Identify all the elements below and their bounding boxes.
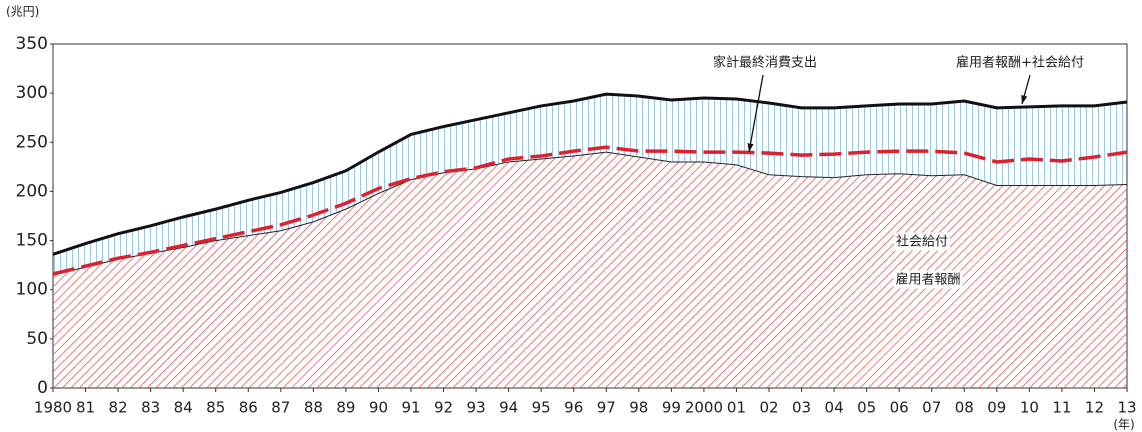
x-tick-label: 1980 <box>34 399 72 417</box>
x-tick-label: 83 <box>141 399 160 417</box>
y-tick-label: 200 <box>16 181 48 201</box>
arrow-head <box>1021 95 1028 104</box>
total-label: 雇用者報酬+社会給付 <box>956 55 1084 71</box>
x-tick-label: 10 <box>1020 399 1039 417</box>
area-compensation <box>53 152 1127 388</box>
x-tick-label: 03 <box>792 399 811 417</box>
x-tick-label: 90 <box>369 399 388 417</box>
y-tick-label: 100 <box>16 280 48 300</box>
x-tick-label: 09 <box>987 399 1006 417</box>
compensation-edge <box>52 151 1128 276</box>
x-tick-label: 81 <box>76 399 95 417</box>
x-tick-label: 98 <box>629 399 648 417</box>
x-tick-label: 87 <box>271 399 290 417</box>
x-tick-label: 94 <box>499 399 518 417</box>
x-tick-label: 91 <box>401 399 420 417</box>
y-tick-label: 0 <box>37 378 48 398</box>
y-tick-label: 150 <box>16 231 48 251</box>
y-tick-label: 50 <box>26 329 48 349</box>
x-tick-label: 97 <box>597 399 616 417</box>
consumption-label: 家計最終消費支出 <box>713 55 817 71</box>
annotation-arrow <box>748 74 764 153</box>
x-tick-label: 92 <box>434 399 453 417</box>
x-unit: (年) <box>1113 418 1134 432</box>
x-tick-label: 86 <box>239 399 258 417</box>
x-tick-label: 12 <box>1085 399 1104 417</box>
x-tick-label: 2000 <box>685 399 723 417</box>
x-tick-label: 95 <box>532 399 551 417</box>
x-tick-label: 01 <box>727 399 746 417</box>
arrow-head <box>747 143 754 152</box>
total-label-bg <box>954 53 1086 72</box>
x-tick-label: 13 <box>1117 399 1136 417</box>
area-social-benefits <box>53 94 1127 275</box>
social-benefits-label-bg <box>893 232 951 251</box>
x-tick-label: 04 <box>825 399 844 417</box>
x-tick-label: 02 <box>759 399 778 417</box>
x-tick-label: 84 <box>174 399 193 417</box>
x-tick-label: 11 <box>1052 399 1071 417</box>
compensation-label: 雇用者報酬 <box>895 272 960 288</box>
x-tick-label: 96 <box>564 399 583 417</box>
x-tick-label: 06 <box>890 399 909 417</box>
x-tick-label: 89 <box>336 399 355 417</box>
x-tick-label: 88 <box>304 399 323 417</box>
x-tick-label: 93 <box>467 399 486 417</box>
x-tick-label: 07 <box>922 399 941 417</box>
x-tick-label: 85 <box>206 399 225 417</box>
social-benefits-label: 社会給付 <box>896 234 948 250</box>
x-tick-label: 05 <box>857 399 876 417</box>
consumption-label-bg <box>710 53 820 72</box>
y-unit: (兆円) <box>6 5 39 19</box>
x-tick-label: 08 <box>955 399 974 417</box>
y-tick-label: 250 <box>16 132 48 152</box>
x-tick-label: 99 <box>662 399 681 417</box>
x-tick-label: 82 <box>109 399 128 417</box>
y-tick-label: 300 <box>16 83 48 103</box>
y-tick-label: 350 <box>16 34 48 54</box>
total-line <box>52 92 1128 256</box>
compensation-label-bg <box>893 270 963 289</box>
consumption-line <box>52 145 1128 276</box>
